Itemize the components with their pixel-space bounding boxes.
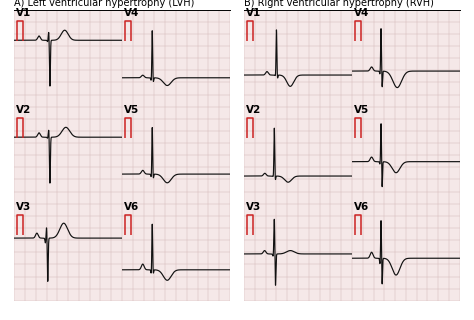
Text: V4: V4 xyxy=(124,8,139,18)
Text: V6: V6 xyxy=(354,203,369,212)
Text: V3: V3 xyxy=(246,203,262,212)
Text: V4: V4 xyxy=(354,8,369,18)
Text: V1: V1 xyxy=(17,8,32,18)
Text: V2: V2 xyxy=(246,105,262,116)
Text: V1: V1 xyxy=(246,8,262,18)
Text: A) Left ventricular hypertrophy (LVH): A) Left ventricular hypertrophy (LVH) xyxy=(14,0,195,8)
Text: B) Right ventricular hypertrophy (RVH): B) Right ventricular hypertrophy (RVH) xyxy=(244,0,434,8)
Text: V5: V5 xyxy=(354,105,369,116)
Text: V5: V5 xyxy=(124,105,139,116)
Text: V3: V3 xyxy=(17,203,32,212)
Text: V6: V6 xyxy=(124,203,139,212)
Text: V2: V2 xyxy=(17,105,32,116)
